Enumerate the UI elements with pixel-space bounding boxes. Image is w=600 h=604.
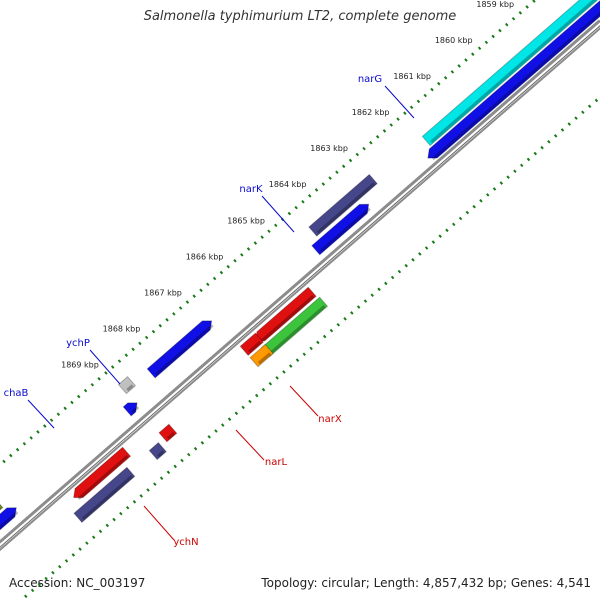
blue-cds-narK-shade xyxy=(319,207,371,253)
grey-feature-1-shade xyxy=(126,384,134,392)
purple-feature-3-shade xyxy=(81,475,133,520)
purple-feature-2 xyxy=(148,441,167,461)
tick-label: 1867 kbp xyxy=(144,288,182,297)
olive-feature-1 xyxy=(0,503,4,511)
red-cds-small-shade xyxy=(248,340,262,353)
gene-label-narK: narK xyxy=(239,184,263,195)
gene-label-narX: narX xyxy=(318,414,342,425)
blue-cds-narG xyxy=(427,0,600,159)
leader-line-chaB xyxy=(27,399,55,429)
tick-label: 1859 kbp xyxy=(476,0,514,9)
tick-label: 1869 kbp xyxy=(61,361,99,370)
blue-cds-small xyxy=(122,402,138,417)
purple-feature-2-shade xyxy=(157,450,165,458)
orange-feature-1 xyxy=(249,343,274,368)
inner-tick-track xyxy=(14,95,600,604)
leader-line-ychP xyxy=(89,349,121,385)
gene-label-narL: narL xyxy=(265,457,288,468)
cyan-feature-1-shade xyxy=(430,0,597,144)
backbone-outer xyxy=(0,19,600,544)
cyan-feature-1 xyxy=(421,0,599,147)
tick-label: 1865 kbp xyxy=(227,216,265,225)
blue-cds-ychP-shade xyxy=(155,324,214,376)
backbone-inner xyxy=(0,27,600,552)
blue-cds-edge-shade xyxy=(0,510,19,530)
gene-label-narG: narG xyxy=(358,74,382,85)
blue-cds-edge xyxy=(0,507,17,531)
tick-label: 1866 kbp xyxy=(186,252,224,261)
blue-cds-small-shade xyxy=(131,406,140,414)
purple-feature-3 xyxy=(73,466,136,524)
green-feature-1-shade xyxy=(269,304,326,355)
red-cds-small-2-shade xyxy=(166,431,175,440)
leader-line-narX xyxy=(289,385,319,417)
purple-feature-1-shade xyxy=(316,182,376,234)
leader-line-narL xyxy=(235,429,265,461)
tick-label: 1864 kbp xyxy=(269,180,307,189)
tick-label: 1868 kbp xyxy=(103,325,141,334)
genome-stats: Topology: circular; Length: 4,857,432 bp… xyxy=(261,576,591,590)
red-cds-ychN-shade xyxy=(77,454,129,500)
tick-label: 1861 kbp xyxy=(393,72,431,81)
leader-line-ychN xyxy=(143,505,175,541)
tick-label: 1862 kbp xyxy=(352,108,390,117)
blue-cds-narG-shade xyxy=(431,11,600,161)
accession-label: Accession: NC_003197 xyxy=(9,576,146,590)
gene-label-ychN: ychN xyxy=(173,537,198,548)
gene-label-ychP: ychP xyxy=(66,338,90,349)
tick-label: 1860 kbp xyxy=(435,36,473,45)
red-cds-small-2 xyxy=(158,423,178,443)
purple-feature-1 xyxy=(308,173,378,237)
orange-feature-1-shade xyxy=(257,352,272,365)
red-cds-ychN xyxy=(73,446,132,499)
red-cds-small xyxy=(239,332,264,357)
blue-cds-ychP xyxy=(146,320,213,379)
blue-cds-narK xyxy=(311,203,370,256)
tick-label: 1863 kbp xyxy=(310,144,348,153)
map-title-text: Salmonella typhimurium LT2, complete gen… xyxy=(143,9,457,24)
leader-line-narG xyxy=(384,85,415,119)
leader-line-narK xyxy=(261,195,295,233)
map-title: Salmonella typhimurium LT2, complete gen… xyxy=(0,9,600,24)
gene-label-chaB: chaB xyxy=(4,388,29,399)
grey-feature-1 xyxy=(117,375,137,395)
backbone-outer-edge xyxy=(0,25,600,548)
red-cds-narX-shade xyxy=(259,294,315,344)
